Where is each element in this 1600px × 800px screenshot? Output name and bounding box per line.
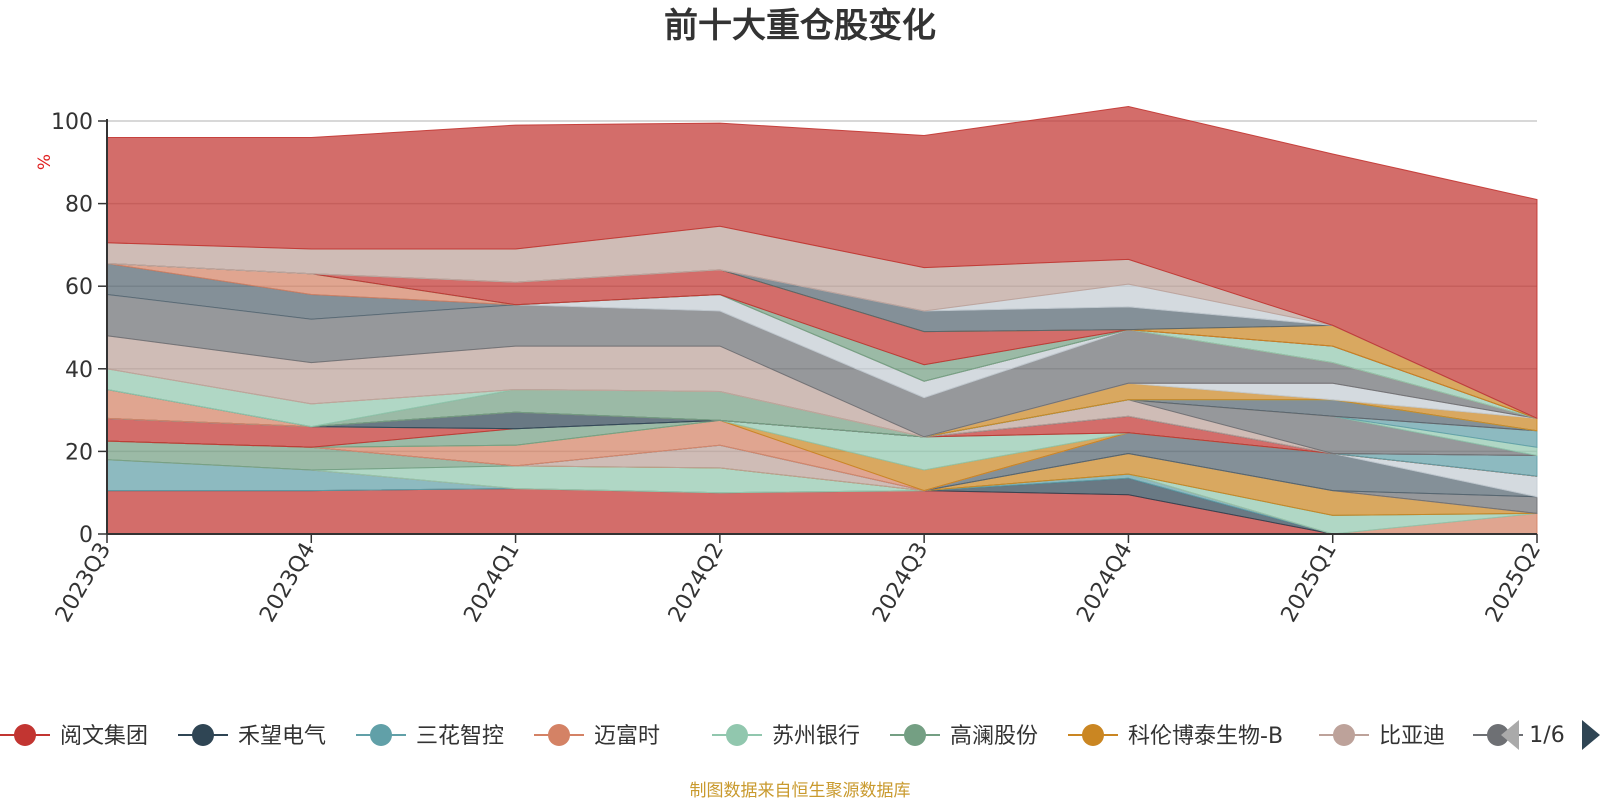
legend-label: 高澜股份 [950, 724, 1038, 749]
legend: 阅文集团 禾望电气 三花智控 迈富时 苏州银行 高澜股份 科伦博泰生物-B 比亚迪 [0, 724, 1523, 749]
x-tick-label: 2025Q1 [1277, 539, 1342, 627]
x-tick-label: 2023Q3 [51, 539, 116, 627]
y-tick-label: 40 [65, 358, 93, 383]
x-tick-label: 2023Q4 [255, 539, 320, 627]
y-tick-label: 0 [79, 523, 93, 548]
legend-circle-icon [1333, 724, 1355, 746]
y-tick-label: 80 [65, 193, 93, 218]
legend-circle-icon [548, 724, 570, 746]
legend-item[interactable]: 比亚迪 [1319, 724, 1445, 749]
legend-label: 禾望电气 [238, 724, 326, 749]
legend-page-indicator: 1/6 [1529, 723, 1564, 748]
legend-circle-icon [370, 724, 392, 746]
legend-item[interactable]: 迈富时 [534, 724, 660, 749]
prev-page-icon[interactable] [1501, 720, 1519, 750]
legend-circle-icon [1487, 724, 1509, 746]
x-tick-label: 2024Q3 [868, 539, 933, 627]
x-tick-label: 2024Q1 [459, 539, 524, 627]
legend-item[interactable]: 科伦博泰生物-B [1068, 724, 1283, 749]
stacked-areas [106, 105, 1538, 535]
legend-label: 苏州银行 [772, 724, 860, 749]
legend-label: 科伦博泰生物-B [1128, 724, 1283, 749]
y-tick-label: 20 [65, 440, 93, 465]
x-tick-label: 2025Q2 [1481, 539, 1546, 627]
legend-item[interactable]: 三花智控 [356, 724, 504, 749]
legend-circle-icon [1082, 724, 1104, 746]
legend-circle-icon [192, 724, 214, 746]
y-tick-label: 100 [51, 110, 93, 135]
legend-item[interactable]: 高澜股份 [890, 724, 1038, 749]
y-axis-unit: % [35, 154, 55, 170]
legend-circle-icon [904, 724, 926, 746]
legend-item[interactable]: 苏州银行 [712, 724, 860, 749]
area-series-40 [106, 105, 1538, 420]
legend-label: 阅文集团 [60, 724, 148, 749]
legend-label: 比亚迪 [1379, 724, 1445, 749]
legend-circle-icon [726, 724, 748, 746]
legend-circle-icon [14, 724, 36, 746]
x-tick-label: 2024Q4 [1072, 539, 1137, 627]
chart-title: 前十大重仓股变化 [664, 6, 936, 46]
legend-label: 迈富时 [594, 724, 660, 749]
x-tick-label: 2024Q2 [664, 539, 729, 627]
next-page-icon[interactable] [1582, 720, 1600, 750]
data-source-footer: 制图数据来自恒生聚源数据库 [690, 781, 911, 800]
legend-label: 三花智控 [416, 724, 504, 749]
y-tick-label: 60 [65, 275, 93, 300]
legend-item[interactable]: 阅文集团 [0, 724, 148, 749]
legend-item[interactable]: 禾望电气 [178, 724, 326, 749]
legend-pager: 1/6 [1501, 720, 1600, 750]
